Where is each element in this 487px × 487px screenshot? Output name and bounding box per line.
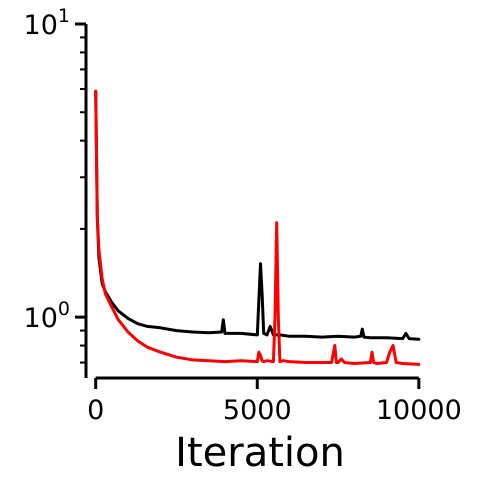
series-line-1 — [94, 89, 421, 341]
x-tick-label: 0 — [87, 395, 104, 426]
series-lines — [94, 89, 421, 366]
x-tick-label: 5000 — [223, 395, 292, 426]
y-axis-ticks: 100 101 — [24, 5, 86, 364]
y-tick-label: 101 — [24, 5, 70, 41]
y-tick-label: 100 — [24, 298, 70, 334]
x-tick-label: 10000 — [376, 395, 462, 426]
series-line-2 — [94, 89, 421, 366]
x-axis-ticks: 0 5000 10000 — [87, 378, 462, 426]
x-axis-label: Iteration — [175, 430, 345, 476]
